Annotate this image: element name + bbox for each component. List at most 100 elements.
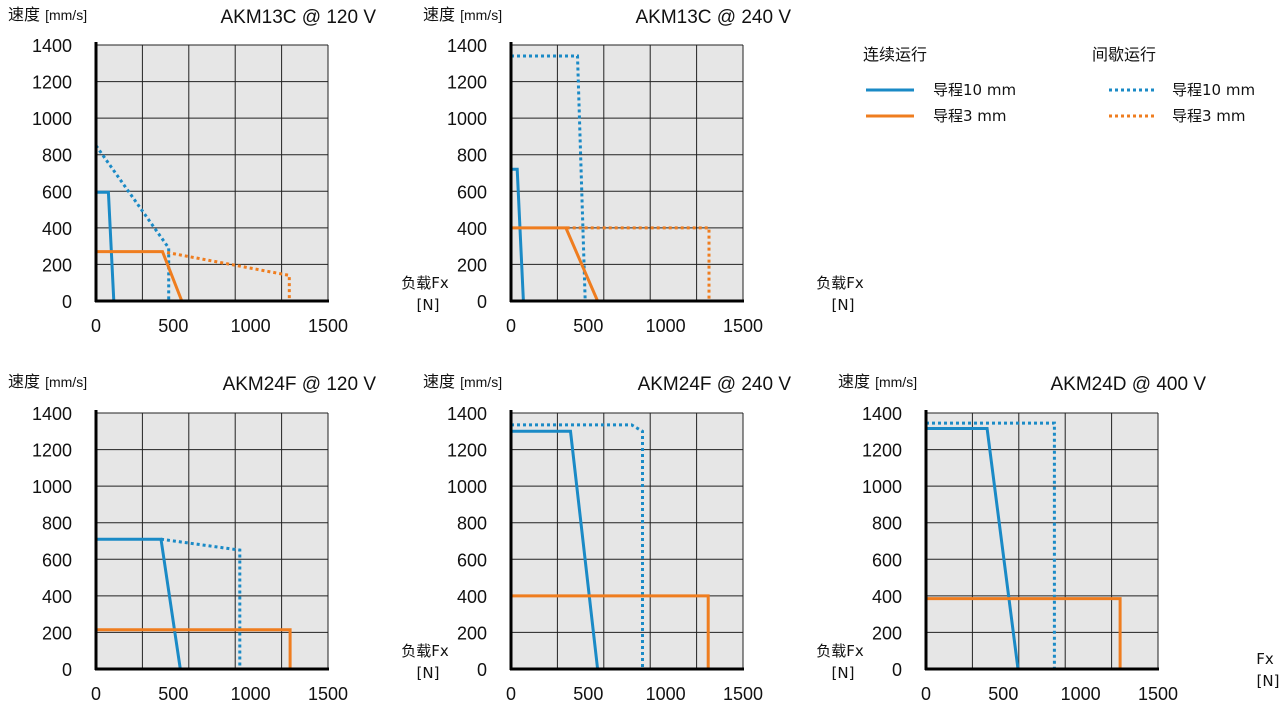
x-tick-label: 1000 <box>231 684 271 704</box>
series-lead10-continuous <box>926 427 1020 670</box>
series-lead10-intermittent <box>511 54 587 302</box>
y-axis-label-main: 速度 <box>8 5 45 24</box>
series-lead3-continuous <box>96 250 184 302</box>
y-axis-label: 速度 [mm/s] <box>8 5 87 24</box>
x-axis-label: 负载Fx <box>401 274 449 292</box>
plot-area <box>511 413 743 669</box>
chart-3: 0 200 400 600 800 1000 1200 1400 0 500 1000 1500 速度 … <box>8 372 449 704</box>
chart-title: AKM24F @ 120 V <box>223 374 377 395</box>
x-tick-label: 500 <box>573 316 603 336</box>
y-axis-label: 速度 [mm/s] <box>838 372 917 391</box>
series-lead10-intermittent <box>926 421 1056 669</box>
y-axis-label-main: 速度 <box>423 5 460 24</box>
x-tick-label: 0 <box>91 684 101 704</box>
x-tick-label: 500 <box>573 684 603 704</box>
x-tick-label: 500 <box>988 684 1018 704</box>
chart-title: AKM13C @ 120 V <box>220 7 376 28</box>
y-tick-label: 600 <box>457 182 487 202</box>
y-tick-label: 800 <box>42 146 72 166</box>
y-tick-label: 1400 <box>32 404 72 424</box>
x-axis-label: 负载Fx <box>401 642 449 660</box>
chart-4: 0 200 400 600 800 1000 1200 1400 0 500 1000 1500 速度 … <box>423 372 864 704</box>
plot-area <box>926 413 1158 669</box>
x-axis-unit: [N] <box>1257 672 1280 690</box>
series-lead3-continuous <box>511 226 599 302</box>
x-tick-label: 1000 <box>231 316 271 336</box>
y-axis-label-main: 速度 <box>8 372 45 391</box>
y-tick-label: 1000 <box>862 477 902 497</box>
y-tick-label: 200 <box>457 623 487 643</box>
legend-lead3-continuous-label: 导程3 mm <box>933 107 1007 125</box>
y-axis-label-unit: [mm/s] <box>875 374 917 390</box>
x-tick-label: 1500 <box>723 316 763 336</box>
y-tick-label: 200 <box>42 255 72 275</box>
x-tick-label: 1000 <box>1061 684 1101 704</box>
y-tick-label: 0 <box>62 292 72 312</box>
chart-layer: 0 200 400 600 800 1000 1200 1400 0 500 1000 1500 速度 … <box>8 5 1279 704</box>
y-tick-label: 800 <box>457 146 487 166</box>
chart-title: AKM24D @ 400 V <box>1050 374 1206 395</box>
x-axis-label: Fx <box>1256 650 1274 668</box>
y-tick-label: 1200 <box>862 441 902 461</box>
plot-area <box>511 45 743 301</box>
x-tick-label: 0 <box>921 684 931 704</box>
y-tick-label: 1400 <box>32 36 72 56</box>
y-axis-label: 速度 [mm/s] <box>8 372 87 391</box>
y-tick-label: 200 <box>872 623 902 643</box>
y-axis-label-unit: [mm/s] <box>45 7 87 23</box>
x-tick-label: 500 <box>158 684 188 704</box>
legend-lead10-intermittent-label: 导程10 mm <box>1172 81 1255 99</box>
legend-continuous-heading: 连续运行 <box>863 45 927 64</box>
y-tick-label: 1200 <box>32 73 72 93</box>
x-tick-label: 1000 <box>646 316 686 336</box>
y-tick-label: 600 <box>42 182 72 202</box>
series-lead10-continuous <box>511 429 600 670</box>
y-tick-label: 800 <box>872 514 902 534</box>
y-tick-label: 1400 <box>447 36 487 56</box>
series-lead3-continuous <box>96 628 292 669</box>
chart-title: AKM24F @ 240 V <box>638 374 792 395</box>
x-axis-label: 负载Fx <box>816 274 864 292</box>
y-axis-label: 速度 [mm/s] <box>423 5 502 24</box>
x-axis-unit: [N] <box>417 664 440 682</box>
y-tick-label: 1000 <box>447 477 487 497</box>
legend: 连续运行 间歇运行 导程10 mm 导程3 mm 导程10 mm 导程3 mm <box>863 45 1255 125</box>
chart-title: AKM13C @ 240 V <box>635 7 791 28</box>
y-tick-label: 1200 <box>32 441 72 461</box>
y-tick-label: 1400 <box>447 404 487 424</box>
y-tick-label: 200 <box>42 623 72 643</box>
y-axis-label: 速度 [mm/s] <box>423 372 502 391</box>
y-tick-label: 1400 <box>862 404 902 424</box>
chart-1: 0 200 400 600 800 1000 1200 1400 0 500 1000 1500 速度 … <box>8 5 449 336</box>
x-axis-unit: [N] <box>832 296 855 314</box>
x-tick-label: 1500 <box>308 316 348 336</box>
legend-intermittent-heading: 间歇运行 <box>1092 45 1156 64</box>
y-tick-label: 400 <box>42 587 72 607</box>
series-lead10-continuous <box>96 190 116 302</box>
chart-2: 0 200 400 600 800 1000 1200 1400 0 500 1000 1500 速度 … <box>423 5 864 336</box>
y-tick-label: 0 <box>477 292 487 312</box>
y-tick-label: 600 <box>42 550 72 570</box>
y-tick-label: 1200 <box>447 441 487 461</box>
y-axis-label-main: 速度 <box>423 372 460 391</box>
y-tick-label: 400 <box>872 587 902 607</box>
x-tick-label: 500 <box>158 316 188 336</box>
y-tick-label: 800 <box>457 514 487 534</box>
y-tick-label: 1000 <box>32 109 72 129</box>
y-axis-label-main: 速度 <box>838 372 875 391</box>
series-lead3-continuous <box>511 594 710 669</box>
y-tick-label: 600 <box>872 550 902 570</box>
x-tick-label: 1500 <box>308 684 348 704</box>
y-axis-label-unit: [mm/s] <box>460 374 502 390</box>
y-tick-label: 0 <box>892 660 902 680</box>
y-tick-label: 400 <box>42 219 72 239</box>
y-tick-label: 1200 <box>447 73 487 93</box>
x-tick-label: 1000 <box>646 684 686 704</box>
x-tick-label: 0 <box>91 316 101 336</box>
series-lead10-continuous <box>511 167 525 302</box>
series-lead10-intermittent <box>511 423 644 669</box>
y-tick-label: 600 <box>457 550 487 570</box>
y-tick-label: 1000 <box>447 109 487 129</box>
y-tick-label: 0 <box>62 660 72 680</box>
y-axis-label-unit: [mm/s] <box>460 7 502 23</box>
